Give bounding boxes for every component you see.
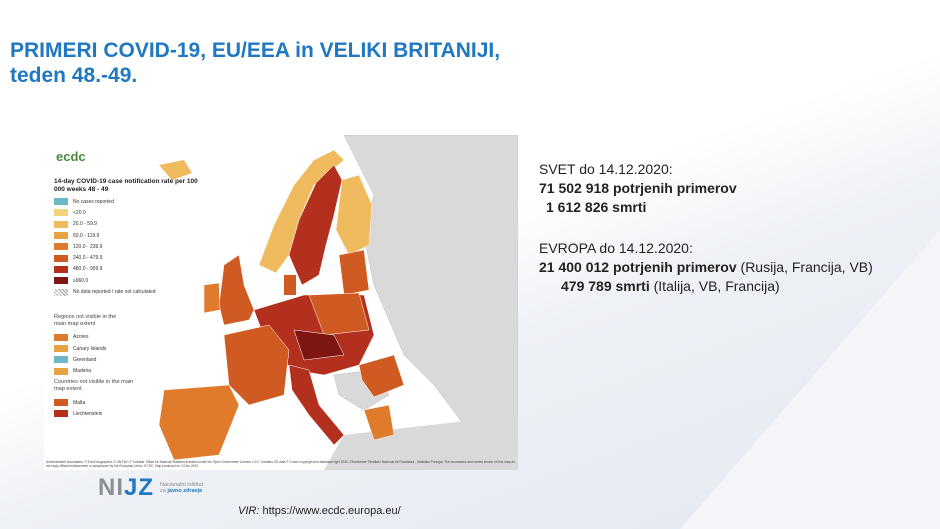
- nijz-logo: NIJZ Nacionalni inštitut za javno zdravj…: [98, 474, 203, 502]
- ecdc-logo-text: ecdc: [56, 149, 86, 164]
- legend-label: Malta: [73, 399, 86, 406]
- legend-swatch: [54, 265, 68, 273]
- ecdc-logo: ecdc: [56, 149, 204, 164]
- balkans-eu: [358, 354, 405, 398]
- logo-sub1: Nacionalni inštitut: [160, 482, 204, 488]
- title-line-1: PRIMERI COVID-19, EU/EEA in VELIKI BRITA…: [10, 39, 501, 62]
- legend-item: ≥960.0: [54, 275, 204, 286]
- logo-sub2-prefix: za: [160, 488, 168, 494]
- map-attribution: Administrative boundaries: © EuroGeograp…: [46, 460, 515, 468]
- legend-label: 120.0 - 239.9: [73, 243, 103, 250]
- legend-swatch: [54, 356, 68, 364]
- logo-sub2: javno zdravje: [167, 488, 203, 494]
- legend-label: 240.0 - 479.9: [73, 255, 103, 262]
- legend-label: Madeira: [73, 368, 92, 375]
- europe-map: [44, 135, 518, 470]
- country-item: Liechtenstein: [54, 408, 204, 419]
- legend-swatch: [54, 333, 68, 341]
- europe-deaths-note: (Italija, VB, Francija): [649, 278, 780, 294]
- legend-label: <20.0: [73, 209, 86, 216]
- source-line: VIR: https://www.ecdc.europa.eu/: [238, 505, 401, 517]
- czech-austria: [293, 329, 345, 361]
- poland: [308, 292, 370, 336]
- legend-item: <20.0: [54, 207, 204, 218]
- legend-label: Liechtenstein: [73, 410, 103, 417]
- legend-swatch: [54, 198, 68, 206]
- baltics: [338, 249, 370, 296]
- region-item: Azores: [54, 332, 204, 343]
- europe-heading: EVROPA do 14.12.2020:: [539, 240, 693, 256]
- legend-label: 60.0 - 119.9: [73, 232, 100, 239]
- logo-text-gray: NI: [98, 474, 124, 501]
- ireland: [203, 282, 221, 314]
- europe-cases: 21 400 012 potrjenih primerov: [539, 259, 737, 275]
- hatch-swatch: [54, 288, 68, 296]
- sweden: [288, 164, 343, 286]
- legend-item: 120.0 - 239.9: [54, 241, 204, 252]
- region-item: Canary Islands: [54, 343, 204, 354]
- legend-swatch: [54, 254, 68, 262]
- nijz-logo-subtitle: Nacionalni inštitut za javno zdravje: [160, 482, 203, 494]
- legend-item: 240.0 - 479.9: [54, 252, 204, 263]
- legend-swatch: [54, 410, 68, 418]
- slide-title: PRIMERI COVID-19, EU/EEA in VELIKI BRITA…: [10, 38, 500, 88]
- legend-swatch: [54, 277, 68, 285]
- region-item: Madeira: [54, 366, 204, 377]
- europe-cases-line: 21 400 012 potrjenih primerov (Rusija, F…: [539, 258, 873, 277]
- legend-swatch: [54, 209, 68, 217]
- legend-label: No cases reported: [73, 198, 114, 205]
- denmark: [284, 275, 296, 295]
- finland: [335, 174, 373, 256]
- legend-label: Azores: [73, 334, 89, 341]
- world-cases: 71 502 918 potrjenih primerov: [539, 180, 737, 196]
- legend-item: 60.0 - 119.9: [54, 230, 204, 241]
- region-item: Greenland: [54, 354, 204, 365]
- iberia: [158, 384, 240, 461]
- stats-panel: SVET do 14.12.2020: 71 502 918 potrjenih…: [539, 160, 873, 296]
- legend-label: ≥960.0: [73, 277, 89, 284]
- legend-swatch: [54, 345, 68, 353]
- source-link[interactable]: https://www.ecdc.europa.eu/: [262, 505, 401, 517]
- legend-swatch: [54, 399, 68, 406]
- legend-label: 20.0 - 59.9: [73, 221, 97, 228]
- legend-title: 14-day COVID-19 case notification rate p…: [54, 178, 198, 193]
- legend-swatch: [54, 232, 68, 240]
- legend-swatch: [54, 243, 68, 251]
- world-heading: SVET do 14.12.2020:: [539, 161, 673, 177]
- legend-label: 480.0 - 959.9: [73, 266, 103, 273]
- source-label: VIR:: [238, 505, 260, 517]
- iceland: [159, 160, 192, 180]
- legend-item: No data reported / rate not calculated: [54, 286, 204, 297]
- logo-text-blue: JZ: [124, 474, 155, 501]
- norway: [258, 149, 345, 274]
- regions-title: Regions not visible in the main map exte…: [54, 313, 117, 327]
- legend-swatch: [54, 220, 68, 228]
- countries-title: Countries not visible in the main map ex…: [54, 378, 134, 392]
- legend-swatch: [54, 367, 68, 375]
- nijz-logo-mark: NIJZ: [98, 474, 154, 502]
- europe-deaths-line: 479 789 smrti (Italija, VB, Francija): [539, 277, 873, 296]
- legend-item: 20.0 - 59.9: [54, 219, 204, 230]
- europe-cases-note: (Rusija, Francija, VB): [736, 259, 873, 275]
- legend-label: No data reported / rate not calculated: [73, 289, 156, 296]
- country-item: Malta: [54, 397, 204, 408]
- europe-deaths: 479 789 smrti: [561, 278, 650, 294]
- map-legend: ecdc 14-day COVID-19 case notification r…: [54, 149, 204, 419]
- title-line-2: teden 48.-49.: [10, 64, 138, 87]
- italy: [288, 364, 345, 446]
- non-eu-land-south: [324, 415, 518, 470]
- world-deaths: 1 612 826 smrti: [546, 199, 647, 215]
- legend-item: No cases reported: [54, 196, 204, 207]
- legend-label: Greenland: [73, 356, 97, 363]
- legend-item: 480.0 - 959.9: [54, 264, 204, 275]
- greece: [363, 404, 395, 441]
- covid-map: ecdc 14-day COVID-19 case notification r…: [44, 135, 518, 470]
- legend-label: Canary Islands: [73, 345, 107, 352]
